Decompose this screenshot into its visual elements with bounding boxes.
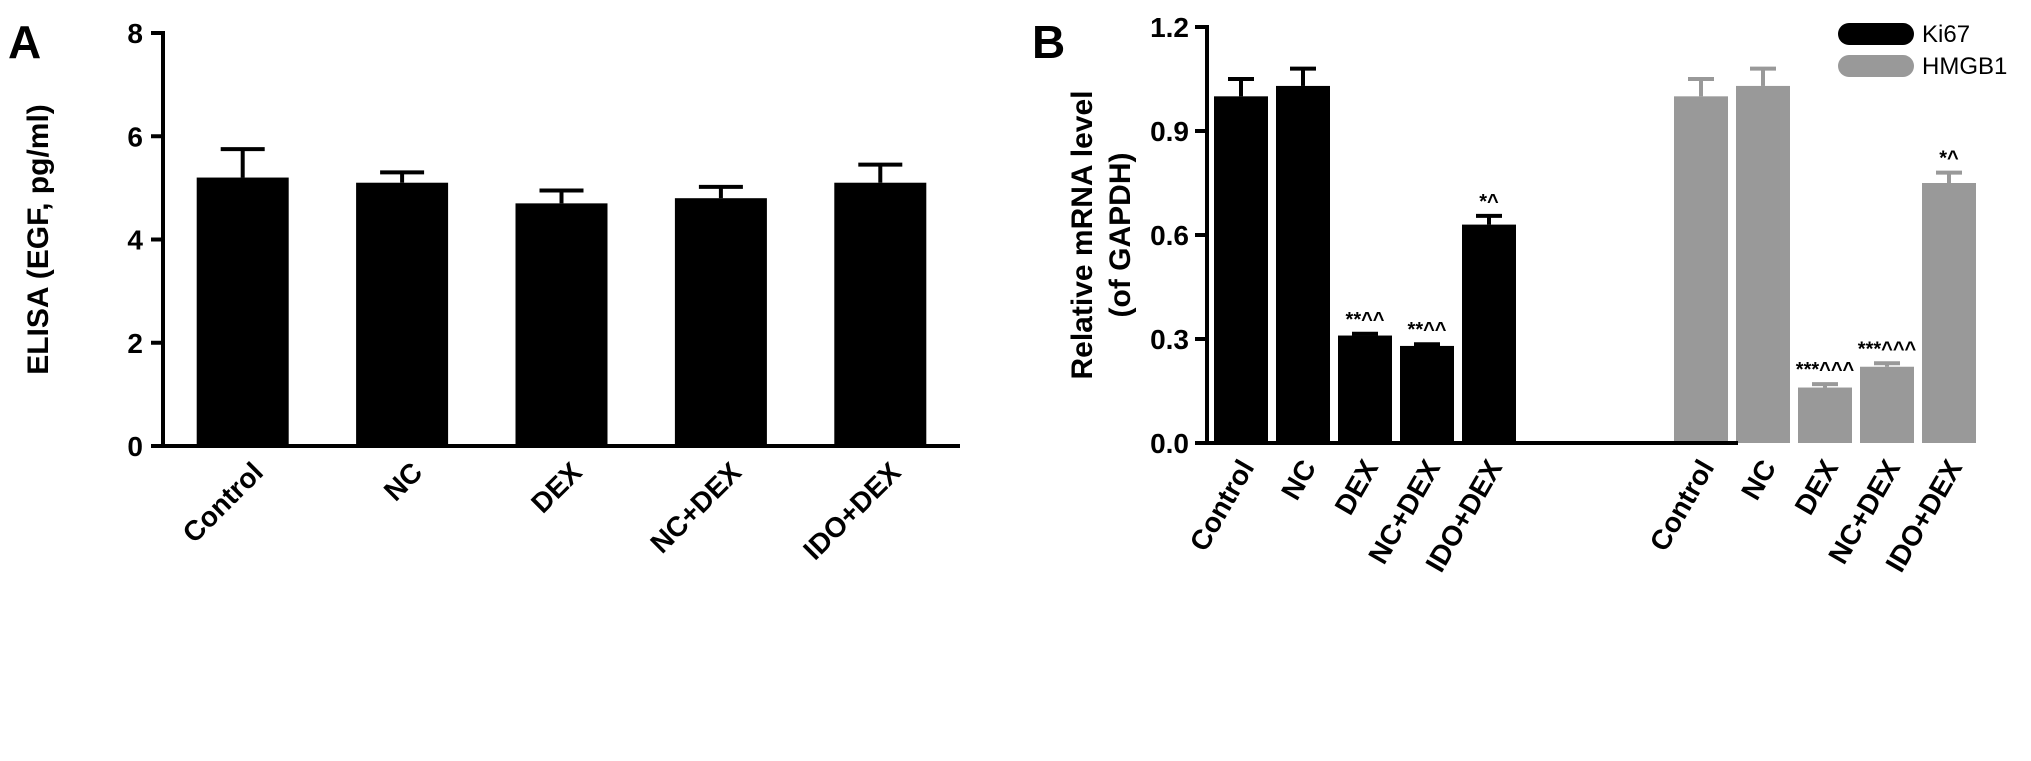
bar-b-ki67-ido-dex [1462, 224, 1516, 443]
panel-a-y-tick-label: 6 [127, 121, 143, 152]
bar-b-hmgb1-nc-dex [1860, 366, 1914, 443]
panel-b-legend: Ki67 HMGB1 [1838, 21, 2007, 80]
legend-swatch-ki67 [1838, 23, 1914, 45]
category-label-a-nc-dex: NC+DEX [644, 456, 747, 559]
significance-label-b-ki67-nc-dex: **^^ [1408, 319, 1447, 341]
panel-a-y-axis-label: ELISA (EGF, pg/ml) [22, 104, 55, 375]
bar-b-hmgb1-control [1674, 96, 1728, 443]
significance-label-b-hmgb1-dex: ***^^^ [1796, 359, 1855, 381]
panel-b: B Relative mRNA level (of GAPDH) 0.0 0.3 0… [1032, 12, 2007, 577]
panel-b-y-axis-label-line-1: Relative mRNA level [1066, 90, 1099, 379]
category-label-b-hmgb1-control: Control [1644, 455, 1721, 557]
category-label-a-nc: NC [378, 456, 429, 507]
bar-b-ki67-dex [1338, 335, 1392, 443]
significance-label-b-hmgb1-nc-dex: ***^^^ [1858, 338, 1917, 360]
panel-a-y-tick-label: 2 [127, 328, 143, 359]
bar-b-hmgb1-ido-dex [1922, 183, 1976, 443]
panel-b-y-tick-label: 0.9 [1150, 116, 1189, 147]
bar-b-hmgb1-dex [1798, 387, 1852, 443]
legend-label-ki67: Ki67 [1922, 21, 1970, 48]
bar-a-dex [515, 203, 608, 446]
panel-b-letter: B [1032, 16, 1065, 68]
category-label-b-ki67-dex: DEX [1329, 454, 1385, 520]
category-label-b-ki67-nc: NC [1275, 455, 1322, 506]
bar-b-ki67-control [1214, 96, 1268, 443]
panel-b-y-axis-label-line-2: (of GAPDH) [1104, 153, 1137, 318]
panel-b-y-tick-label: 0.0 [1150, 428, 1189, 459]
category-label-a-ido-dex: IDO+DEX [797, 456, 907, 566]
panel-a-y-tick-label: 8 [127, 18, 143, 49]
legend-swatch-hmgb1 [1838, 55, 1914, 77]
significance-label-b-ki67-ido-dex: *^ [1479, 191, 1499, 213]
category-label-a-dex: DEX [525, 456, 588, 519]
legend-label-hmgb1: HMGB1 [1922, 53, 2007, 80]
panel-a-y-tick-label: 0 [127, 431, 143, 462]
bar-a-nc [356, 182, 449, 446]
bar-a-control [196, 177, 289, 447]
category-label-b-hmgb1-nc: NC [1735, 455, 1782, 506]
category-label-b-hmgb1-dex: DEX [1789, 454, 1845, 520]
bar-b-ki67-nc-dex [1400, 345, 1454, 443]
significance-label-b-ki67-dex: **^^ [1346, 309, 1385, 331]
bar-a-nc-dex [674, 198, 767, 446]
bar-b-hmgb1-nc [1736, 85, 1790, 443]
category-label-a-control: Control [177, 456, 269, 548]
significance-label-b-hmgb1-ido-dex: *^ [1939, 148, 1959, 170]
panel-a-letter: A [8, 16, 41, 68]
bar-b-ki67-nc [1276, 85, 1330, 443]
panel-b-y-tick-label: 1.2 [1150, 12, 1189, 43]
panel-b-y-tick-label: 0.3 [1150, 324, 1189, 355]
panel-a-y-tick-label: 4 [127, 225, 143, 256]
panel-b-y-tick-label: 0.6 [1150, 220, 1189, 251]
category-label-b-ki67-control: Control [1184, 455, 1261, 557]
panel-a: A ELISA (EGF, pg/ml) 0 2 4 6 8 Control NC DEX N… [8, 16, 960, 566]
bar-a-ido-dex [834, 182, 927, 446]
